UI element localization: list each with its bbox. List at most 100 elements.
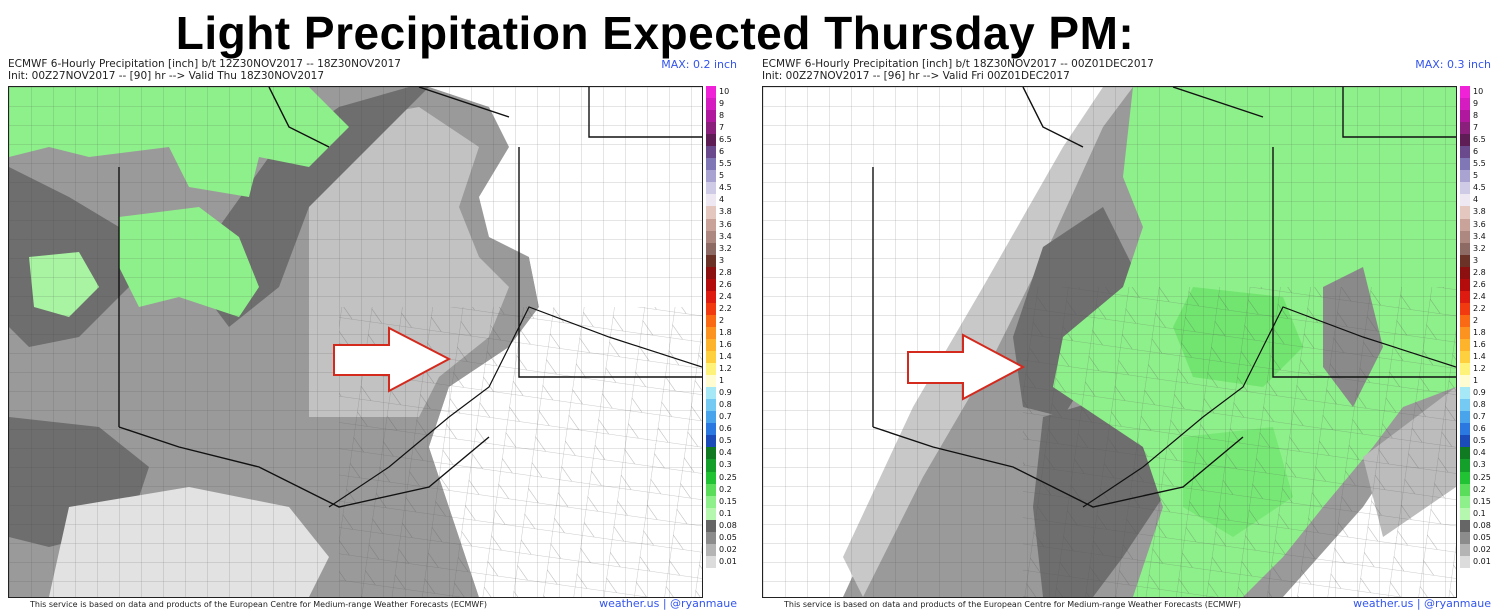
colorbar-swatch xyxy=(706,122,716,135)
colorbar-label: 1.8 xyxy=(1473,327,1486,337)
colorbar-label: 3.4 xyxy=(1473,231,1486,241)
colorbar-label: 3.2 xyxy=(719,243,732,253)
colorbar-label: 3.8 xyxy=(719,207,732,217)
colorbar-swatch xyxy=(706,423,716,436)
colorbar-label: 5 xyxy=(1473,171,1479,181)
colorbar-step: 2.2 xyxy=(706,302,745,315)
left-colorbar: 10 9 8 7 6.5 6 5.5 5 4.5 4 3.8 3.6 3.4 3.2 3 2.8 2.6 2.4 2… xyxy=(706,86,745,568)
right-header-line1: ECMWF 6-Hourly Precipitation [inch] b/t … xyxy=(762,58,1154,70)
colorbar-swatch xyxy=(1460,423,1470,436)
colorbar-step: 3.2 xyxy=(706,242,745,255)
right-credit-link[interactable]: weather.us | @ryanmaue xyxy=(1353,597,1491,610)
right-max-label: MAX: 0.3 inch xyxy=(1415,58,1491,71)
colorbar-swatch xyxy=(706,338,716,352)
colorbar-label: 0.8 xyxy=(1473,400,1486,410)
colorbar-label: 9 xyxy=(719,99,725,109)
colorbar-swatch xyxy=(706,182,716,195)
colorbar-label: 0.9 xyxy=(719,388,732,398)
colorbar-swatch xyxy=(1460,363,1470,376)
left-credit-link[interactable]: weather.us | @ryanmaue xyxy=(599,597,737,610)
colorbar-swatch xyxy=(706,98,716,111)
colorbar-label: 4.5 xyxy=(719,183,732,193)
colorbar-swatch xyxy=(1460,302,1470,315)
colorbar-step: 0.25 xyxy=(706,471,745,484)
colorbar-step: 2.4 xyxy=(1460,290,1499,303)
colorbar-step: 6 xyxy=(706,146,745,159)
colorbar-label: 2.2 xyxy=(1473,303,1486,313)
colorbar-step: 0.4 xyxy=(1460,447,1499,460)
colorbar-swatch xyxy=(706,411,716,424)
colorbar-step: 0.05 xyxy=(1460,531,1499,544)
colorbar-swatch xyxy=(706,351,716,364)
colorbar-label: 1.4 xyxy=(719,352,732,362)
colorbar-step: 1.2 xyxy=(1460,363,1499,376)
colorbar-swatch xyxy=(1460,146,1470,159)
colorbar-label: 0.02 xyxy=(719,544,737,554)
colorbar-step: 0.05 xyxy=(706,531,745,544)
colorbar-swatch xyxy=(1460,483,1470,496)
colorbar-swatch xyxy=(1460,254,1470,267)
colorbar-swatch xyxy=(1460,206,1470,219)
colorbar-label: 0.08 xyxy=(719,520,737,530)
colorbar-step: 0.8 xyxy=(1460,399,1499,412)
colorbar-label: 0.2 xyxy=(719,484,732,494)
colorbar-label: 0.7 xyxy=(1473,412,1486,422)
colorbar-step: 3 xyxy=(706,254,745,267)
colorbar-swatch xyxy=(706,230,716,243)
colorbar-swatch xyxy=(706,266,716,279)
colorbar-label: 0.3 xyxy=(719,460,732,470)
colorbar-step: 7 xyxy=(706,122,745,135)
state-border-lines xyxy=(118,87,702,508)
colorbar-label: 5 xyxy=(719,171,725,181)
colorbar-swatch xyxy=(1460,519,1470,532)
colorbar-label: 3.4 xyxy=(719,231,732,241)
colorbar-label: 0.5 xyxy=(1473,436,1486,446)
colorbar-step: 0.15 xyxy=(706,495,745,508)
colorbar-label: 0.08 xyxy=(1473,520,1491,530)
colorbar-label: 0.1 xyxy=(1473,508,1486,518)
colorbar-swatch xyxy=(1460,86,1470,99)
colorbar-label: 0.2 xyxy=(1473,484,1486,494)
colorbar-label: 0.5 xyxy=(719,436,732,446)
right-footer-note: This service is based on data and produc… xyxy=(784,600,1242,609)
colorbar-swatch xyxy=(706,459,716,472)
colorbar-swatch xyxy=(1460,447,1470,460)
colorbar-swatch xyxy=(706,471,716,484)
colorbar-swatch xyxy=(706,170,716,183)
colorbar-label: 3.2 xyxy=(1473,243,1486,253)
colorbar-label: 0.15 xyxy=(1473,496,1491,506)
colorbar-label: 0.1 xyxy=(719,508,732,518)
colorbar-swatch xyxy=(1460,326,1470,339)
colorbar-step: 10 xyxy=(706,86,745,99)
colorbar-label: 0.25 xyxy=(719,472,737,482)
colorbar-step: 5 xyxy=(1460,170,1499,183)
colorbar-swatch xyxy=(1460,266,1470,279)
colorbar-swatch xyxy=(1460,338,1470,352)
colorbar-step: 3.6 xyxy=(706,218,745,231)
colorbar-swatch xyxy=(1460,351,1470,364)
colorbar-label: 2 xyxy=(1473,315,1479,325)
colorbar-swatch xyxy=(1460,387,1470,400)
colorbar-swatch xyxy=(1460,134,1470,147)
colorbar-label: 6 xyxy=(719,147,725,157)
colorbar-step: 1 xyxy=(1460,375,1499,388)
colorbar-label: 0.4 xyxy=(719,448,732,458)
colorbar-step: 9 xyxy=(706,98,745,111)
colorbar-swatch xyxy=(706,158,716,171)
colorbar-swatch xyxy=(1460,110,1470,123)
colorbar-swatch xyxy=(1460,411,1470,424)
colorbar-step: 7 xyxy=(1460,122,1499,135)
colorbar-step: 5.5 xyxy=(1460,158,1499,171)
colorbar-step: 0.8 xyxy=(706,399,745,412)
colorbar-swatch xyxy=(1460,182,1470,195)
colorbar-swatch xyxy=(706,242,716,255)
colorbar-swatch xyxy=(1460,543,1470,556)
left-footer-note: This service is based on data and produc… xyxy=(30,600,488,609)
colorbar-swatch xyxy=(1460,194,1470,207)
colorbar-step: 2.6 xyxy=(706,278,745,291)
colorbar-step: 0.7 xyxy=(706,411,745,424)
colorbar-step: 0.1 xyxy=(1460,507,1499,520)
colorbar-swatch xyxy=(706,363,716,376)
colorbar-step: 0.01 xyxy=(1460,555,1499,568)
colorbar-label: 0.4 xyxy=(1473,448,1486,458)
